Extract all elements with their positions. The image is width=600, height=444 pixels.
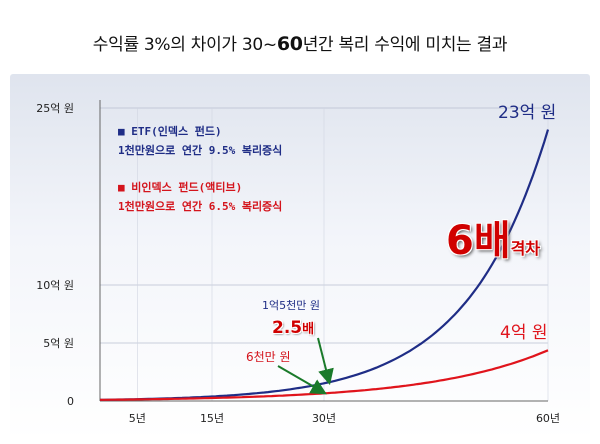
arrow-etf-30 — [317, 337, 334, 386]
y-tick-label-3: 25억 원 — [36, 102, 74, 115]
etf-end-label: 23억 원 — [498, 103, 557, 123]
chart-title: 수익률 3%의 차이가 30~60년간 복리 수익에 미치는 결과 — [0, 30, 600, 55]
x-tick-label-0: 5년 — [129, 412, 146, 425]
active-30-label: 6천만 원 — [246, 350, 291, 364]
etf-30-label: 1억5천만 원 — [262, 299, 320, 312]
legend-active: ■ 비인덱스 펀드(액티브) 1천만원으로 연간 6.5% 복리증식 — [118, 178, 282, 216]
title-part1: 수익률 3%의 차이가 30~ — [92, 35, 277, 55]
y-tick-label-2: 10억 원 — [36, 279, 74, 292]
legend-etf: ■ ETF(인덱스 펀드) 1천만원으로 연간 9.5% 복리증식 — [118, 122, 282, 160]
x-tick-label-1: 15년 — [200, 412, 224, 425]
active-end-label: 4억 원 — [500, 323, 548, 343]
legend-etf-desc: 1천만원으로 연간 9.5% 복리증식 — [118, 144, 283, 157]
y-tick-label-0: 0 — [67, 395, 74, 408]
legend-active-desc: 1천만원으로 연간 6.5% 복리증식 — [118, 200, 283, 213]
title-part3: 년간 복리 수익에 미치는 결과 — [302, 35, 508, 55]
x-tick-label-3: 60년 — [536, 412, 560, 425]
gap30-label: 2.5배 — [272, 318, 314, 338]
gap-big-suffix: 격차 — [510, 239, 541, 258]
legend-active-name: ■ 비인덱스 펀드(액티브) — [118, 181, 243, 194]
gap-big-number: 6배 — [446, 218, 511, 264]
legend-etf-name: ■ ETF(인덱스 펀드) — [118, 125, 222, 138]
gap-big-label: 6배격차 — [446, 208, 540, 266]
title-part2: 60 — [276, 33, 303, 55]
gap30-number: 2.5 — [272, 318, 303, 338]
gap30-unit: 배 — [302, 322, 315, 337]
arrow-active-30 — [277, 365, 327, 395]
x-tick-label-2: 30년 — [312, 412, 336, 425]
y-tick-label-1: 5억 원 — [43, 337, 74, 350]
